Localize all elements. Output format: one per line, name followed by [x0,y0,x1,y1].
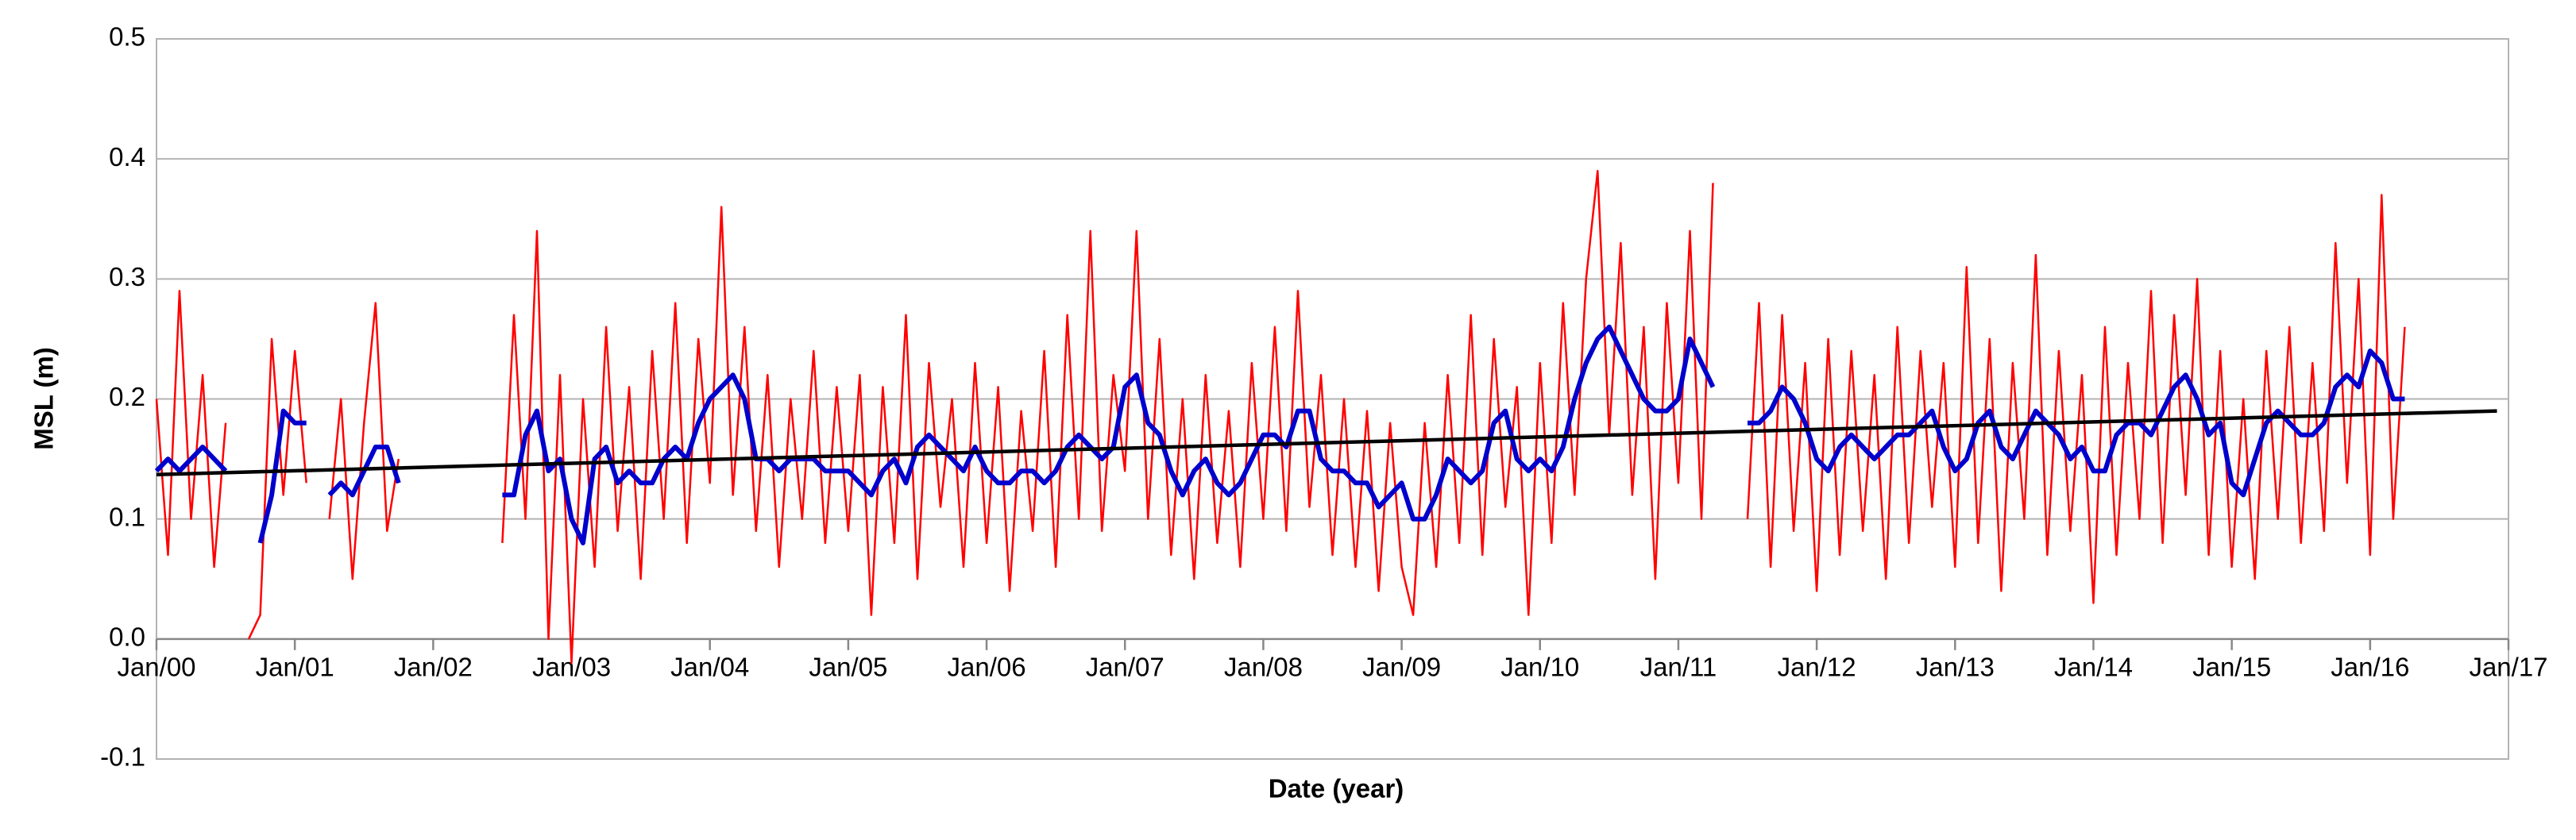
trend-line [156,409,2497,476]
x-tick-label: Jan/07 [1086,653,1164,682]
x-tick-label: Jan/14 [2054,653,2133,682]
x-tick-label: Jan/04 [670,653,749,682]
x-tick-label: Jan/17 [2469,653,2547,682]
x-tick-label: Jan/16 [2331,653,2409,682]
x-tick-label: Jan/11 [1640,653,1717,682]
x-tick-label: Jan/00 [117,653,195,682]
y-tick-label: 0.1 [109,502,145,531]
x-tick-label: Jan/05 [809,653,887,682]
y-tick-label: -0.1 [100,742,145,772]
x-tick-label: Jan/13 [1916,653,1995,682]
x-tick-label: Jan/08 [1224,653,1303,682]
series-line [154,324,2405,545]
y-tick-label: 0.5 [109,22,145,52]
y-tick-label: 0.3 [109,262,145,291]
y-tick-label: 0.2 [109,382,145,411]
y-tick-label: 0.0 [109,622,145,652]
x-tick-label: Jan/09 [1362,653,1441,682]
x-axis-label: Date (year) [1269,774,1404,803]
x-tick-label: Jan/10 [1500,653,1579,682]
x-tick-label: Jan/12 [1778,653,1856,682]
x-tick-label: Jan/01 [256,653,334,682]
y-tick-label: 0.4 [109,142,145,171]
series-line [155,170,2406,665]
x-tick-label: Jan/02 [394,653,473,682]
x-tick-label: Jan/15 [2192,653,2271,682]
y-axis-label: MSL (m) [29,347,59,450]
x-tick-label: Jan/06 [948,653,1026,682]
